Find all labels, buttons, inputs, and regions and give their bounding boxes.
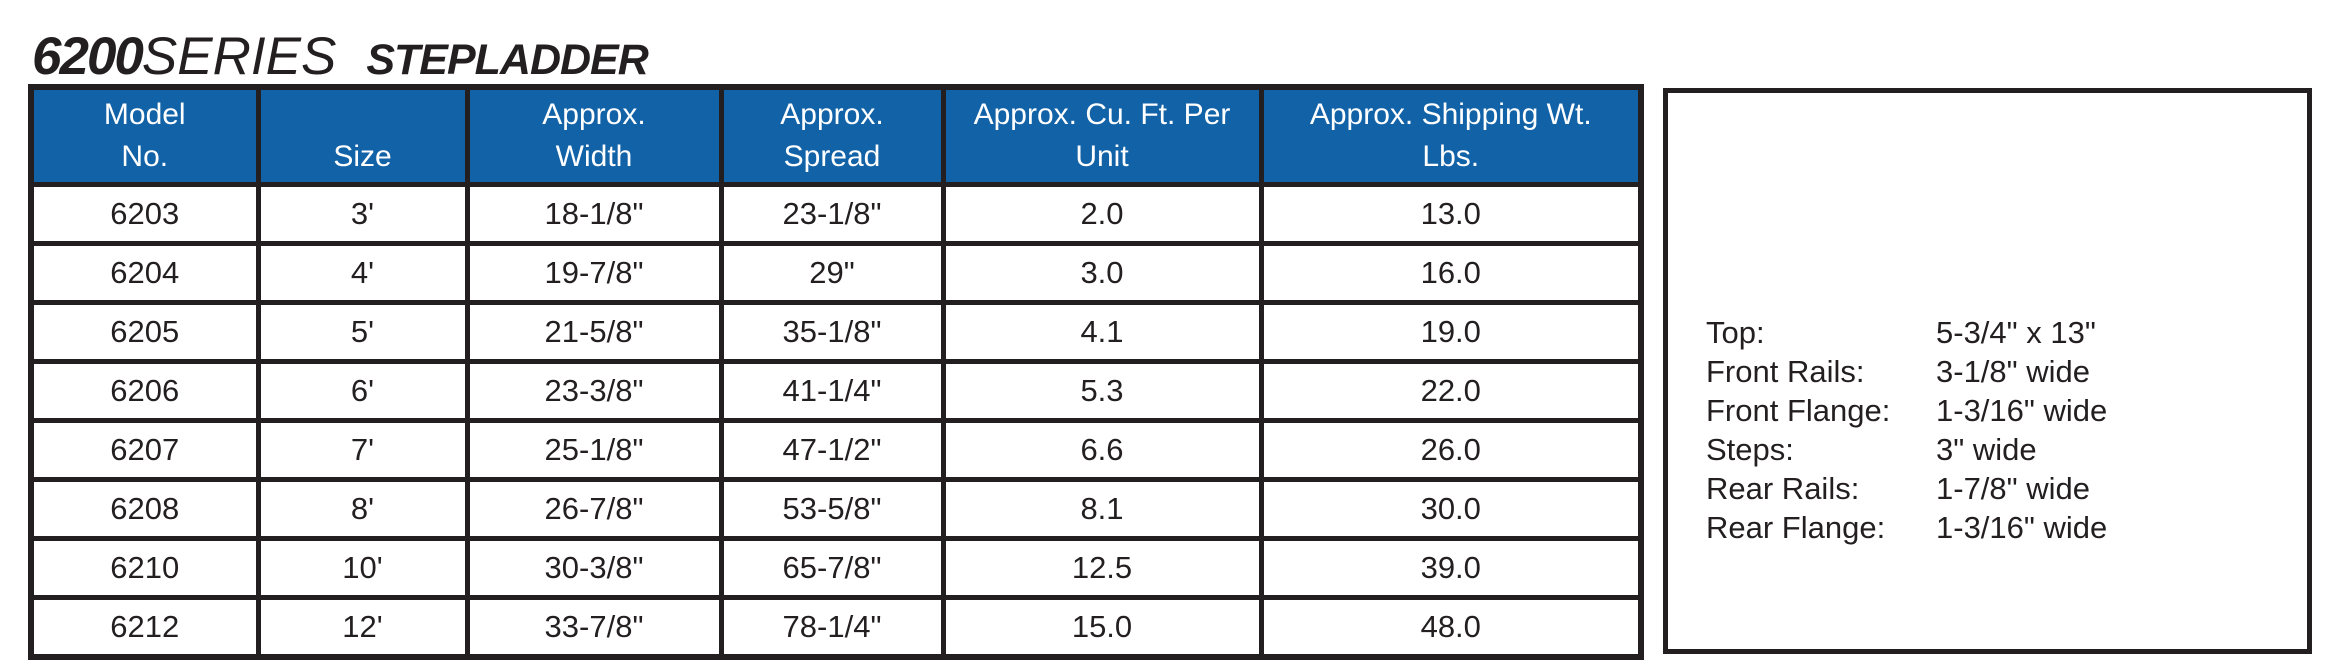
header-size: Size xyxy=(255,84,470,187)
page-title: 6200 SERIES STEPLADDER xyxy=(32,26,649,87)
cell-width: 19-7/8" xyxy=(464,241,724,305)
cell-size: 5' xyxy=(255,300,470,364)
spec-value: 1-3/16" wide xyxy=(1936,510,2108,545)
header-cu-ft-per-unit: Approx. Cu. Ft. Per Unit xyxy=(940,84,1264,187)
header-line: Spread xyxy=(783,140,881,173)
series-number: 6200 xyxy=(32,27,144,86)
cell-width: 23-3/8" xyxy=(464,359,724,423)
cell-weight: 26.0 xyxy=(1258,418,1644,482)
header-line: Width xyxy=(555,140,633,173)
spec-row-top: Top: 5-3/4" x 13" xyxy=(1706,313,2287,352)
cell-width: 21-5/8" xyxy=(464,300,724,364)
cell-size: 4' xyxy=(255,241,470,305)
cell-cuft: 3.0 xyxy=(940,241,1264,305)
cell-width: 33-7/8" xyxy=(464,595,724,660)
series-word: SERIES xyxy=(141,27,337,86)
cell-spread: 78-1/4" xyxy=(718,595,946,660)
dimensions-info-box: Top: 5-3/4" x 13" Front Rails: 3-1/8" wi… xyxy=(1663,88,2312,654)
spec-value: 3" wide xyxy=(1936,432,2037,467)
cell-model: 6207 xyxy=(28,418,261,482)
cell-model: 6210 xyxy=(28,536,261,600)
cell-spread: 47-1/2" xyxy=(718,418,946,482)
table-row: 6203 3' 18-1/8" 23-1/8" 2.0 13.0 xyxy=(28,182,1644,246)
dimensions-list: Top: 5-3/4" x 13" Front Rails: 3-1/8" wi… xyxy=(1706,313,2287,547)
cell-size: 10' xyxy=(255,536,470,600)
spec-label: Top: xyxy=(1706,315,1765,350)
cell-size: 7' xyxy=(255,418,470,482)
cell-cuft: 6.6 xyxy=(940,418,1264,482)
header-line: Approx. xyxy=(780,98,884,131)
cell-cuft: 8.1 xyxy=(940,477,1264,541)
header-approx-spread: Approx. Spread xyxy=(718,84,946,187)
table-row: 6204 4' 19-7/8" 29" 3.0 16.0 xyxy=(28,241,1644,305)
cell-weight: 13.0 xyxy=(1258,182,1644,246)
spec-row-front-rails: Front Rails: 3-1/8" wide xyxy=(1706,352,2287,391)
cell-weight: 16.0 xyxy=(1258,241,1644,305)
cell-spread: 53-5/8" xyxy=(718,477,946,541)
product-name: STEPLADDER xyxy=(366,36,648,84)
table-row: 6207 7' 25-1/8" 47-1/2" 6.6 26.0 xyxy=(28,418,1644,482)
spec-label: Front Flange: xyxy=(1706,393,1891,428)
cell-model: 6208 xyxy=(28,477,261,541)
cell-model: 6206 xyxy=(28,359,261,423)
header-line: Approx. Cu. Ft. Per xyxy=(973,98,1231,131)
header-line: Approx. xyxy=(542,98,646,131)
header-line: Lbs. xyxy=(1422,140,1480,173)
cell-model: 6205 xyxy=(28,300,261,364)
cell-size: 6' xyxy=(255,359,470,423)
cell-spread: 35-1/8" xyxy=(718,300,946,364)
spec-value: 5-3/4" x 13" xyxy=(1936,315,2096,350)
spec-value: 1-3/16" wide xyxy=(1936,393,2108,428)
header-shipping-wt: Approx. Shipping Wt. Lbs. xyxy=(1258,84,1644,187)
cell-cuft: 4.1 xyxy=(940,300,1264,364)
cell-weight: 39.0 xyxy=(1258,536,1644,600)
cell-spread: 65-7/8" xyxy=(718,536,946,600)
cell-weight: 48.0 xyxy=(1258,595,1644,660)
table-row: 6208 8' 26-7/8" 53-5/8" 8.1 30.0 xyxy=(28,477,1644,541)
header-model-no: Model No. xyxy=(28,84,261,187)
cell-cuft: 12.5 xyxy=(940,536,1264,600)
cell-size: 8' xyxy=(255,477,470,541)
spec-label: Rear Rails: xyxy=(1706,471,1860,506)
cell-cuft: 5.3 xyxy=(940,359,1264,423)
cell-cuft: 15.0 xyxy=(940,595,1264,660)
cell-cuft: 2.0 xyxy=(940,182,1264,246)
cell-weight: 19.0 xyxy=(1258,300,1644,364)
spec-row-steps: Steps: 3" wide xyxy=(1706,430,2287,469)
spec-row-front-flange: Front Flange: 1-3/16" wide xyxy=(1706,391,2287,430)
table-row: 6212 12' 33-7/8" 78-1/4" 15.0 48.0 xyxy=(28,595,1644,660)
spec-label: Rear Flange: xyxy=(1706,510,1886,545)
cell-width: 25-1/8" xyxy=(464,418,724,482)
cell-spread: 29" xyxy=(718,241,946,305)
spec-label: Front Rails: xyxy=(1706,354,1865,389)
table-header-row: Model No. Size Approx. Width Approx. xyxy=(28,84,1644,187)
spec-value: 3-1/8" wide xyxy=(1936,354,2091,389)
cell-model: 6212 xyxy=(28,595,261,660)
cell-weight: 30.0 xyxy=(1258,477,1644,541)
header-line: Model xyxy=(103,98,186,131)
spec-value: 1-7/8" wide xyxy=(1936,471,2091,506)
table-row: 6206 6' 23-3/8" 41-1/4" 5.3 22.0 xyxy=(28,359,1644,423)
cell-width: 30-3/8" xyxy=(464,536,724,600)
header-line: Unit xyxy=(1075,140,1129,173)
spec-row-rear-flange: Rear Flange: 1-3/16" wide xyxy=(1706,508,2287,547)
header-line: Approx. Shipping Wt. xyxy=(1309,98,1592,131)
cell-width: 26-7/8" xyxy=(464,477,724,541)
header-approx-width: Approx. Width xyxy=(464,84,724,187)
cell-weight: 22.0 xyxy=(1258,359,1644,423)
cell-spread: 41-1/4" xyxy=(718,359,946,423)
cell-spread: 23-1/8" xyxy=(718,182,946,246)
cell-size: 3' xyxy=(255,182,470,246)
table-row: 6205 5' 21-5/8" 35-1/8" 4.1 19.0 xyxy=(28,300,1644,364)
cell-size: 12' xyxy=(255,595,470,660)
stepladder-spec-table: Model No. Size Approx. Width Approx. xyxy=(28,84,1644,660)
header-line: Size xyxy=(333,140,392,173)
cell-model: 6203 xyxy=(28,182,261,246)
header-line: No. xyxy=(121,140,169,173)
table-row: 6210 10' 30-3/8" 65-7/8" 12.5 39.0 xyxy=(28,536,1644,600)
cell-width: 18-1/8" xyxy=(464,182,724,246)
spec-label: Steps: xyxy=(1706,432,1794,467)
cell-model: 6204 xyxy=(28,241,261,305)
spec-row-rear-rails: Rear Rails: 1-7/8" wide xyxy=(1706,469,2287,508)
